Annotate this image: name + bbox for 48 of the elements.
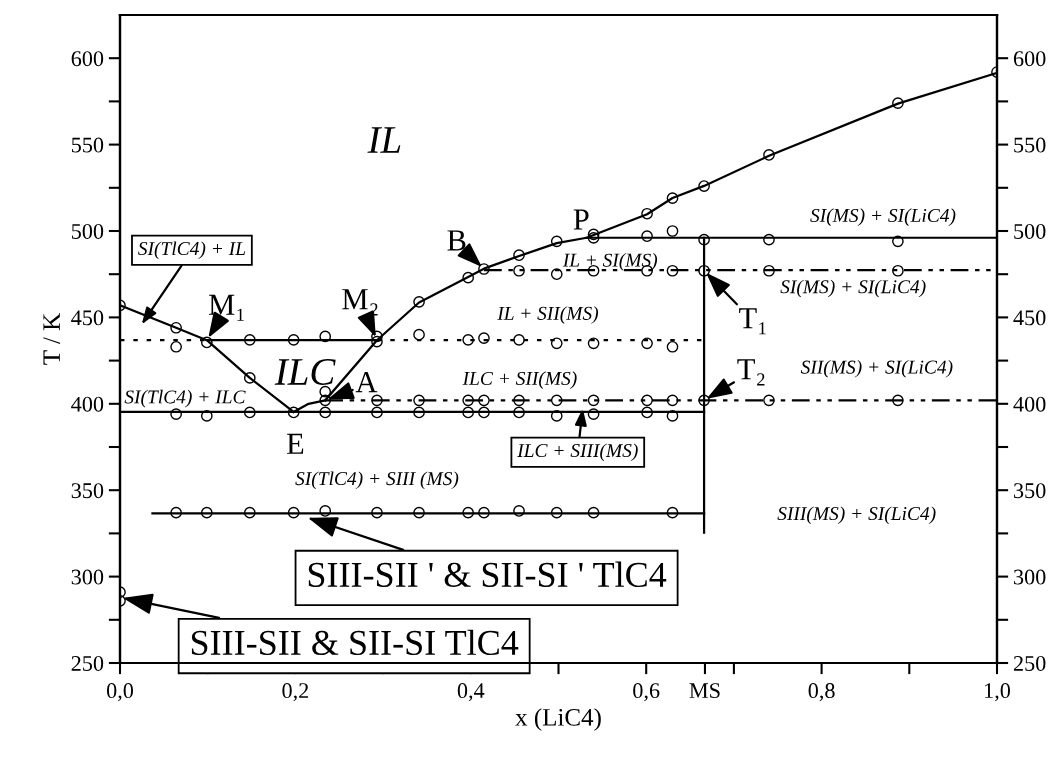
x-tick-label: 0,8 xyxy=(808,683,835,702)
annotation: SI(MS) + SI(LiC4) xyxy=(780,279,926,298)
x-tick-label: MS xyxy=(689,683,720,699)
x-axis-title: x (LiC4) xyxy=(515,708,601,731)
annotation: IL + SII(MS) xyxy=(497,306,599,324)
annotation: SIII-SII & SII-SI TlC4 xyxy=(191,629,519,656)
x-tick-label: 0,0 xyxy=(106,683,134,702)
y2-tick-label: 450 xyxy=(1013,310,1046,326)
y2-tick-label: 400 xyxy=(1013,396,1046,412)
y2-tick-label: 250 xyxy=(1013,655,1046,671)
y-axis-title: T / K xyxy=(43,313,61,365)
y2-tick-label: 600 xyxy=(1013,51,1046,67)
y-tick-label: 300 xyxy=(71,569,104,585)
x-tick-label: 0,4 xyxy=(457,683,485,702)
y-tick-label: 250 xyxy=(71,655,104,671)
y-tick-label: 400 xyxy=(71,396,104,412)
annotation: SIII-SII ' & SII-SI ' TlC4 xyxy=(308,561,667,588)
annotation: ILC + SII(MS) xyxy=(462,371,577,389)
annotation: M₂ xyxy=(342,289,378,316)
annotation: IL xyxy=(367,127,401,153)
y-tick-label: 500 xyxy=(71,223,104,239)
y-tick-label: 350 xyxy=(71,483,104,499)
annotation: SII(MS) + SI(LiC4) xyxy=(800,359,953,378)
annotation: SI(MS) + SI(LiC4) xyxy=(810,208,956,226)
y2-tick-label: 500 xyxy=(1014,223,1046,239)
x-tick-label: 0,2 xyxy=(282,683,309,702)
annotation: IL + SI(MS) xyxy=(562,253,658,271)
annotation: M₁ xyxy=(208,294,244,321)
annotation: A xyxy=(355,371,378,393)
annotation: B xyxy=(447,230,466,251)
y-tick-label: 600 xyxy=(71,51,104,67)
annotation: SI(TlC4) + ILC xyxy=(124,389,246,408)
annotation: T₁ xyxy=(739,308,766,335)
annotation: E xyxy=(286,433,304,454)
x-tick-label: 0,6 xyxy=(633,683,660,702)
annotation: ILC + SIII(MS) xyxy=(517,443,638,462)
annotation: T₂ xyxy=(737,359,765,386)
annotation: ILC xyxy=(274,358,336,385)
x-tick-label: 1,0 xyxy=(985,683,1011,702)
y2-tick-label: 300 xyxy=(1014,569,1046,585)
annotation: SI(TlC4) + SIII (MS) xyxy=(295,471,459,490)
annotation: SI(TlC4) + IL xyxy=(138,241,246,260)
annotation: SIII(MS) + SI(LiC4) xyxy=(777,506,936,525)
y2-tick-label: 550 xyxy=(1014,137,1046,153)
annotation: P xyxy=(573,209,589,230)
y-tick-label: 450 xyxy=(71,310,104,326)
y-tick-label: 550 xyxy=(71,137,104,153)
y2-tick-label: 350 xyxy=(1014,483,1046,499)
